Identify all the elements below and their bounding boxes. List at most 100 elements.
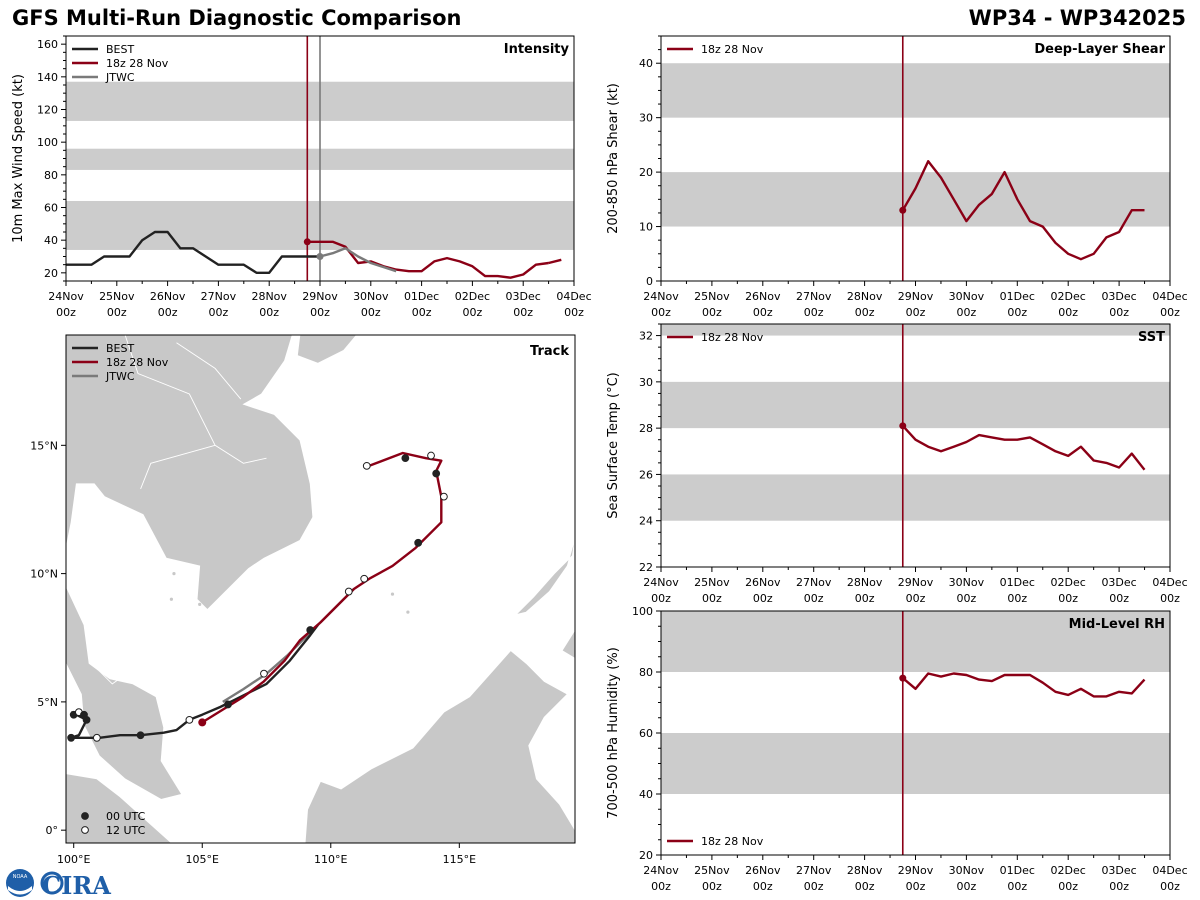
track-gfs-line <box>201 451 443 724</box>
small-island <box>406 610 410 614</box>
intensity-ytick-label: 20 <box>44 267 58 280</box>
intensity-plot-area <box>66 36 574 281</box>
indochina-land <box>66 335 314 611</box>
sst-ytick-label: 28 <box>639 422 653 435</box>
sst-xtick-label-hour: 00z <box>957 592 977 605</box>
sst-xtick-label-hour: 00z <box>1058 592 1078 605</box>
track-legend-label: JTWC <box>105 370 135 383</box>
small-island <box>169 597 173 601</box>
shear-xtick-label-hour: 00z <box>702 306 722 319</box>
shear-ytick-label: 40 <box>639 57 653 70</box>
shear-xtick-label-hour: 00z <box>1160 306 1180 319</box>
rh-chart: 20 40 60 80 100 24Nov 00z 25Nov 00z 26Nov 00z 27Nov… <box>606 605 1188 893</box>
track-ytick-label: 15°N <box>30 439 58 452</box>
track-best-marker <box>224 700 232 709</box>
intensity-xtick-label-hour: 00z <box>158 306 178 319</box>
rh-ytick-label: 40 <box>639 788 653 801</box>
sst-xtick-label-day: 01Dec <box>1000 576 1035 589</box>
track-title: Track <box>530 344 569 359</box>
sst-ytick-label: 26 <box>639 468 653 481</box>
shear-xtick-label-hour: 00z <box>855 306 875 319</box>
sst-ylabel: Sea Surface Temp (°C) <box>606 372 621 519</box>
rh-xtick-label-day: 24Nov <box>643 864 679 877</box>
track-xtick-label: 115°E <box>443 853 476 866</box>
shear-ytick-label: 20 <box>639 166 653 179</box>
shear-xtick-label-hour: 00z <box>804 306 824 319</box>
sst-xtick-label-day: 29Nov <box>898 576 934 589</box>
intensity-xtick-label-day: 03Dec <box>506 290 541 303</box>
intensity-ytick-label: 140 <box>37 71 58 84</box>
track-xtick-label: 105°E <box>186 853 219 866</box>
small-island <box>390 592 395 596</box>
intensity-ytick-label: 80 <box>44 169 58 182</box>
intensity-xtick-label-hour: 00z <box>259 306 279 319</box>
intensity-ytick-label: 40 <box>44 234 58 247</box>
sst-band-0 <box>661 474 1170 521</box>
track-gfs-marker <box>414 538 423 547</box>
rh-xtick-label-hour: 00z <box>906 880 926 893</box>
sst-xtick-label-hour: 00z <box>1109 592 1129 605</box>
shear-xtick-label-hour: 00z <box>1007 306 1027 319</box>
intensity-xtick-label-hour: 00z <box>310 306 330 319</box>
intensity-ytick-label: 60 <box>44 202 58 215</box>
rh-ytick-label: 20 <box>639 849 653 862</box>
intensity-xtick-label-day: 28Nov <box>251 290 287 303</box>
track-best-marker <box>185 715 194 724</box>
intensity-xtick-label-hour: 00z <box>513 306 533 319</box>
small-island <box>198 602 202 606</box>
border-line <box>176 342 242 400</box>
rh-xtick-label-hour: 00z <box>1058 880 1078 893</box>
sst-xtick-label-day: 25Nov <box>694 576 730 589</box>
track-plot-area <box>66 335 575 843</box>
palawan-land <box>514 537 575 616</box>
intensity-legend-label: JTWC <box>105 71 135 84</box>
intensity-gfs-start-point <box>303 238 311 246</box>
intensity-series-best <box>66 230 320 274</box>
intensity-chart: 20 40 60 80 100 120 140 160 24Nov 00z 25Nov 00z 26No… <box>11 35 592 319</box>
intensity-series-18z-28-nov-tail <box>548 258 562 265</box>
border-line <box>96 668 131 685</box>
shear-xtick-label-hour: 00z <box>1058 306 1078 319</box>
rh-xtick-label-hour: 00z <box>804 880 824 893</box>
rh-xtick-label-day: 26Nov <box>745 864 781 877</box>
track-marker-legend-label: 12 UTC <box>106 824 146 837</box>
sst-ytick-label: 32 <box>639 330 653 343</box>
rh-xtick-label-hour: 00z <box>957 880 977 893</box>
shear-xtick-label-day: 04Dec <box>1152 290 1187 303</box>
track-legend-label: BEST <box>106 342 134 355</box>
track-gfs-marker <box>362 461 371 470</box>
track-best-marker <box>306 626 315 634</box>
rh-title: Mid-Level RH <box>1069 617 1165 632</box>
shear-xtick-label-day: 25Nov <box>694 290 730 303</box>
track-gfs-marker <box>439 492 448 501</box>
shear-xtick-label-day: 24Nov <box>643 290 679 303</box>
track-gfs-marker <box>401 454 410 463</box>
intensity-xtick-label-hour: 00z <box>361 306 381 319</box>
intensity-xtick-label-day: 30Nov <box>353 290 389 303</box>
sst-xtick-label-day: 28Nov <box>847 576 883 589</box>
cira-logo: NOAA CIRA <box>6 869 111 900</box>
shear-xtick-label-day: 29Nov <box>898 290 934 303</box>
intensity-xtick-label-hour: 00z <box>564 306 584 319</box>
intensity-xtick-label-day: 26Nov <box>150 290 186 303</box>
sst-xtick-label-hour: 00z <box>753 592 773 605</box>
storm-id-title: WP34 - WP342025 <box>968 6 1186 30</box>
track-best-marker <box>260 669 268 678</box>
sst-xtick-label-day: 30Nov <box>949 576 985 589</box>
sst-xtick-label-hour: 00z <box>702 592 722 605</box>
track-map: 100°E 105°E 110°E 115°E 0° 5°N 10°N 15°N Track BE… <box>30 334 576 866</box>
intensity-jtwc-start-point <box>316 253 324 260</box>
track-best-line <box>69 624 319 739</box>
track-legend-label: 18z 28 Nov <box>106 356 169 369</box>
track-frame <box>65 334 576 844</box>
shear-xtick-label-day: 01Dec <box>1000 290 1035 303</box>
track-ytick-label: 5°N <box>37 696 58 709</box>
track-gfs-marker <box>427 451 435 460</box>
sabah-islands-land <box>561 629 575 659</box>
noaa-badge-text: NOAA <box>13 874 28 880</box>
intensity-xtick-label-hour: 00z <box>412 306 432 319</box>
shear-gfs-start-point <box>899 206 907 214</box>
track-marker-legend-symbol <box>81 812 89 820</box>
track-xtick-label: 110°E <box>314 853 347 866</box>
intensity-ytick-label: 100 <box>37 136 58 149</box>
